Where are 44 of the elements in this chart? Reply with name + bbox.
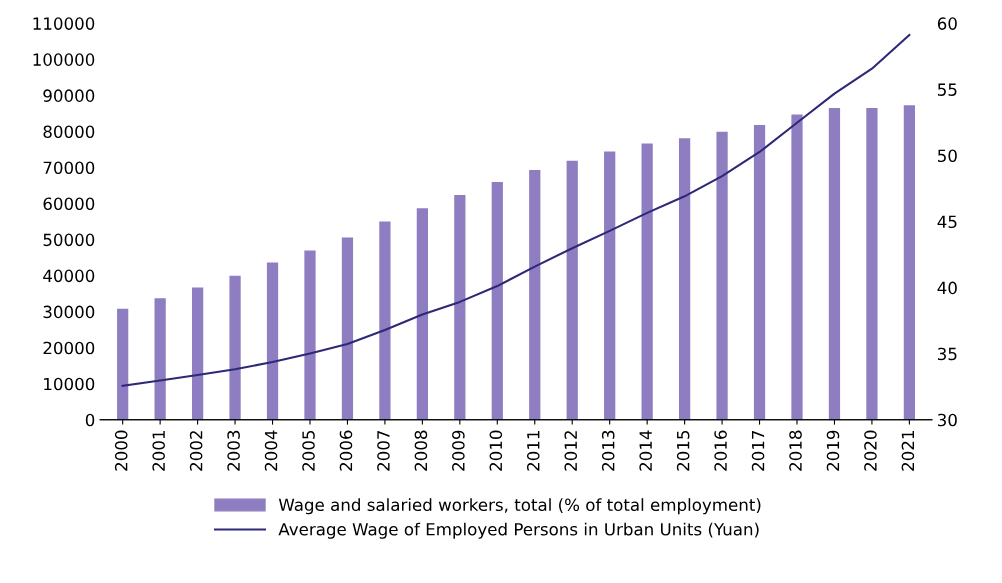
x-tick-label: 2009 <box>452 430 465 471</box>
x-tick-label: 2008 <box>414 430 428 471</box>
x-tick-label: 2016 <box>714 430 727 471</box>
y-tick-label: 10000 <box>44 377 95 391</box>
y-tick-label: 60000 <box>43 197 95 211</box>
x-tick-label: 2018 <box>789 430 802 471</box>
x-tick-label: 2011 <box>526 431 540 471</box>
x-tick-label: 2019 <box>826 430 840 471</box>
line-series <box>121 33 911 387</box>
x-tick-label: 2013 <box>601 430 615 471</box>
y2-tick-label: 35 <box>937 347 957 361</box>
x-tick-label: 2001 <box>152 431 165 471</box>
y2-tick-label: 55 <box>938 83 957 96</box>
x-tick-label: 2004 <box>264 430 278 471</box>
y-tick-label: 70000 <box>43 161 95 175</box>
x-tick-label: 2002 <box>189 431 203 471</box>
y-tick-label: 50000 <box>43 233 95 247</box>
y-tick-label: 0 <box>85 413 95 427</box>
y2-tick-label: 45 <box>937 215 957 229</box>
y-tick-label: 20000 <box>43 341 95 355</box>
x-tick-label: 2021 <box>901 431 915 471</box>
legend-label: Average Wage of Employed Persons in Urban Units (Yuan) <box>278 522 759 539</box>
x-tick-label: 2015 <box>676 430 690 471</box>
y-tick-label: 30000 <box>43 305 95 319</box>
legend-label: Wage and salaried workers, total (% of total employment) <box>278 498 761 515</box>
y-tick-label: 110000 <box>33 17 95 30</box>
x-tick-label: 2010 <box>489 430 503 471</box>
x-tick-label: 2005 <box>302 430 315 471</box>
x-tick-label: 2014 <box>639 430 652 471</box>
y-tick-label: 90000 <box>43 89 95 102</box>
y2-tick-label: 50 <box>938 149 957 163</box>
y-tick-label: 40000 <box>43 269 95 283</box>
y2-tick-label: 60 <box>937 17 957 30</box>
x-tick-label: 2000 <box>114 430 128 471</box>
x-tick-label: 2020 <box>864 430 877 471</box>
y-tick-label: 80000 <box>43 125 95 139</box>
y-tick-label: 100000 <box>33 53 95 66</box>
x-tick-label: 2017 <box>751 430 765 471</box>
y2-tick-label: 40 <box>937 281 957 295</box>
y2-tick-label: 30 <box>937 413 957 427</box>
x-tick-label: 2012 <box>564 431 578 471</box>
x-tick-label: 2003 <box>227 430 240 471</box>
x-tick-label: 2006 <box>339 430 353 471</box>
x-tick-label: 2007 <box>377 430 390 471</box>
